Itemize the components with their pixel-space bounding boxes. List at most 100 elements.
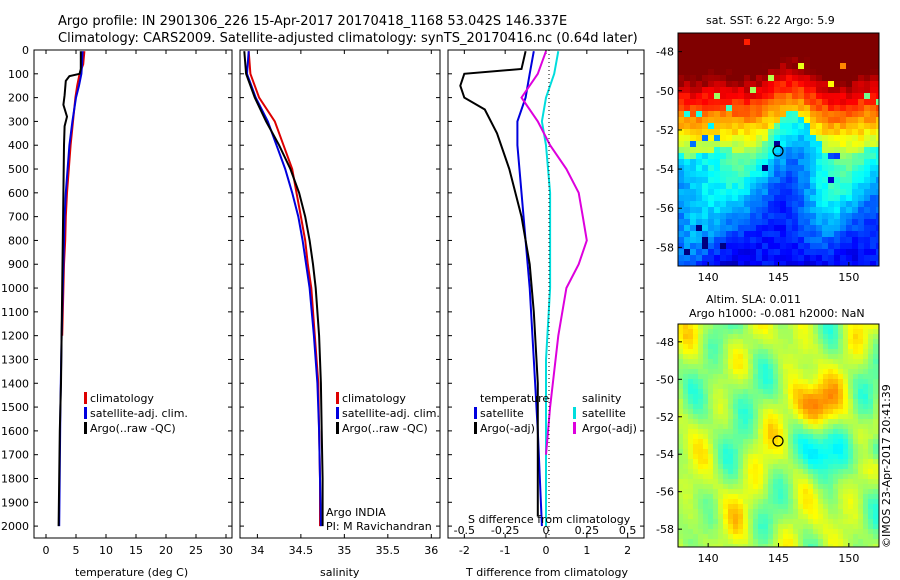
heatmap-cell xyxy=(848,404,853,409)
heatmap-cell xyxy=(728,524,733,529)
heatmap-cell xyxy=(840,177,846,183)
heatmap-cell xyxy=(696,153,702,159)
heatmap-cell xyxy=(768,344,773,349)
heatmap-cell xyxy=(858,519,863,524)
heatmap-cell xyxy=(693,534,698,539)
heatmap-cell xyxy=(843,529,848,534)
heatmap-cell xyxy=(846,81,852,87)
heatmap-cell xyxy=(848,344,853,349)
heatmap-cell xyxy=(858,429,863,434)
heatmap-cell xyxy=(703,489,708,494)
heatmap-cell xyxy=(728,454,733,459)
heatmap-cell xyxy=(696,39,702,45)
heatmap-cell xyxy=(688,424,693,429)
heatmap-cell xyxy=(703,409,708,414)
heatmap-cell xyxy=(744,63,750,69)
heatmap-cell xyxy=(853,384,858,389)
heatmap-cell xyxy=(678,474,683,479)
heatmap-cell xyxy=(696,93,702,99)
heatmap-cell xyxy=(810,249,816,255)
heatmap-cell xyxy=(822,225,828,231)
heatmap-cell xyxy=(732,213,738,219)
heatmap-cell xyxy=(818,394,823,399)
heatmap-cell xyxy=(753,444,758,449)
heatmap-cell xyxy=(793,324,798,329)
heatmap-cell xyxy=(683,379,688,384)
heatmap-cell xyxy=(714,33,720,39)
heatmap-cell xyxy=(768,479,773,484)
heatmap-cell xyxy=(748,494,753,499)
heatmap-cell xyxy=(783,439,788,444)
heatmap-cell xyxy=(788,369,793,374)
heatmap-cell xyxy=(748,434,753,439)
heatmap-cell xyxy=(788,544,793,547)
heatmap-cell xyxy=(748,399,753,404)
heatmap-cell xyxy=(698,484,703,489)
heatmap-cell xyxy=(768,207,774,213)
heatmap-cell xyxy=(798,499,803,504)
heatmap-cell xyxy=(738,57,744,63)
heatmap-cell xyxy=(813,439,818,444)
heatmap-cell xyxy=(732,225,738,231)
heatmap-cell xyxy=(798,509,803,514)
heatmap-cell xyxy=(853,374,858,379)
heatmap-cell xyxy=(744,51,750,57)
heatmap-cell xyxy=(798,213,804,219)
heatmap-cell xyxy=(838,469,843,474)
heatmap-cell xyxy=(808,409,813,414)
heatmap-cell xyxy=(838,409,843,414)
heatmap-cell xyxy=(738,384,743,389)
heatmap-cell xyxy=(768,524,773,529)
heatmap-cell xyxy=(864,63,870,69)
heatmap-cell xyxy=(683,474,688,479)
heatmap-cell xyxy=(748,529,753,534)
heatmap-cell xyxy=(786,213,792,219)
heatmap-cell xyxy=(690,249,696,255)
heatmap-cell xyxy=(763,399,768,404)
heatmap-cell xyxy=(783,339,788,344)
heatmap-cell xyxy=(818,484,823,489)
heatmap-cell xyxy=(803,369,808,374)
heatmap-cell xyxy=(848,539,853,544)
heatmap-cell xyxy=(816,243,822,249)
heatmap-cell xyxy=(723,434,728,439)
heatmap-cell xyxy=(696,195,702,201)
heatmap-cell xyxy=(744,237,750,243)
heatmap-cell xyxy=(870,249,876,255)
heatmap-cell xyxy=(762,153,768,159)
heatmap-cell xyxy=(714,99,720,105)
heatmap-cell xyxy=(688,384,693,389)
heatmap-cell xyxy=(696,171,702,177)
heatmap-cell xyxy=(858,454,863,459)
heatmap-cell xyxy=(753,464,758,469)
legend-temperature-title: temperature xyxy=(480,392,549,405)
heatmap-cell xyxy=(743,324,748,329)
heatmap-cell xyxy=(758,459,763,464)
heatmap-cell xyxy=(838,434,843,439)
heatmap-cell xyxy=(723,339,728,344)
heatmap-cell xyxy=(774,51,780,57)
heatmap-cell xyxy=(864,87,870,93)
heatmap-cell xyxy=(828,519,833,524)
heatmap-cell xyxy=(873,339,878,344)
heatmap-cell xyxy=(873,394,878,399)
heatmap-cell xyxy=(853,414,858,419)
heatmap-cell xyxy=(780,99,786,105)
heatmap-cell xyxy=(818,359,823,364)
heatmap-cell xyxy=(678,529,683,534)
heatmap-cell xyxy=(793,394,798,399)
heatmap-cell xyxy=(838,444,843,449)
heatmap-cell xyxy=(804,249,810,255)
heatmap-cell xyxy=(786,45,792,51)
heatmap-cell xyxy=(780,117,786,123)
heatmap-cell xyxy=(858,225,864,231)
depth-tick-label: 1400 xyxy=(1,377,29,390)
heatmap-cell xyxy=(828,369,833,374)
heatmap-cell xyxy=(828,324,833,329)
heatmap-cell xyxy=(693,389,698,394)
heatmap-cell xyxy=(708,45,714,51)
heatmap-cell xyxy=(713,524,718,529)
heatmap-cell xyxy=(774,123,780,129)
heatmap-cell xyxy=(833,399,838,404)
heatmap-cell xyxy=(743,394,748,399)
